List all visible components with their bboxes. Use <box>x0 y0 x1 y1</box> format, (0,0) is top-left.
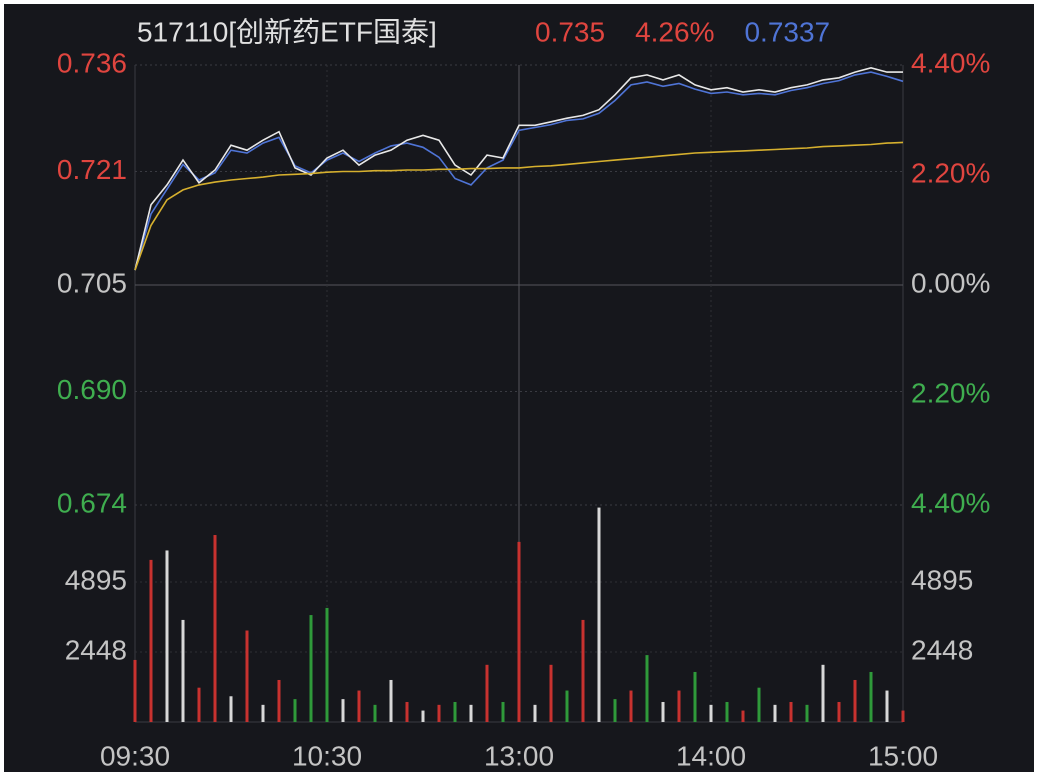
volume-bar <box>197 687 201 722</box>
volume-bar <box>277 679 281 722</box>
price-line <box>134 66 903 271</box>
volume-bar <box>309 615 313 722</box>
y2-tick-label: 4.40% <box>911 487 990 518</box>
price-line <box>134 141 904 271</box>
volume-tick-label: 4895 <box>65 564 127 595</box>
volume-bar <box>565 690 569 722</box>
volume-bar <box>837 701 841 722</box>
volume-bar <box>357 690 361 722</box>
y-tick-label: 0.690 <box>57 374 127 405</box>
volume-bar <box>165 550 169 722</box>
volume-bar <box>853 679 857 722</box>
volume-bar <box>181 619 185 722</box>
volume-bar <box>485 664 489 722</box>
volume-bar <box>501 701 505 722</box>
volume-bar <box>533 704 537 722</box>
volume-bar <box>437 704 441 722</box>
volume-bar <box>261 704 265 722</box>
volume-bar <box>773 704 777 722</box>
volume-bar <box>709 704 713 722</box>
price-line <box>134 71 904 271</box>
volume-bar <box>517 541 521 722</box>
volume-bar <box>149 559 153 722</box>
x-tick-label: 09:30 <box>100 740 170 771</box>
x-tick-label: 14:00 <box>676 740 746 771</box>
y-tick-label: 0.674 <box>57 487 127 518</box>
volume-bar <box>389 679 393 722</box>
y2-tick-label: 2.20% <box>911 157 990 188</box>
volume-bar <box>549 664 553 722</box>
volume-bar <box>245 630 249 722</box>
volume-bar <box>613 699 617 722</box>
volume-bar <box>325 607 329 722</box>
volume-tick-label: 4895 <box>911 564 973 595</box>
volume-bar <box>421 710 425 722</box>
y-tick-label: 0.705 <box>57 267 127 298</box>
volume-bar <box>229 696 233 722</box>
x-tick-label: 15:00 <box>868 740 938 771</box>
volume-bar <box>661 701 665 722</box>
volume-bar <box>293 699 297 722</box>
volume-bar <box>597 507 601 722</box>
quote-value: 0.735 <box>535 16 605 47</box>
y2-tick-label: 2.20% <box>911 377 990 408</box>
volume-bar <box>805 704 809 722</box>
volume-bar <box>133 659 137 722</box>
x-tick-label: 13:00 <box>484 740 554 771</box>
quote-value: 4.26% <box>635 16 714 47</box>
volume-bar <box>453 701 457 722</box>
volume-bar <box>677 690 681 722</box>
volume-bar <box>341 699 345 722</box>
volume-bar <box>469 704 473 722</box>
y2-tick-label: 4.40% <box>911 47 990 78</box>
volume-bar <box>693 671 697 722</box>
volume-bar <box>629 690 633 722</box>
volume-tick-label: 2448 <box>911 634 973 665</box>
volume-bar <box>405 701 409 722</box>
volume-bar <box>581 619 585 722</box>
quote-value: 0.7337 <box>744 16 830 47</box>
volume-bar <box>373 704 377 722</box>
volume-bar <box>725 701 729 722</box>
volume-bar <box>789 701 793 722</box>
volume-bar <box>885 690 889 722</box>
volume-bar <box>213 535 217 722</box>
y-tick-label: 0.721 <box>57 154 127 185</box>
volume-bar <box>645 655 649 722</box>
y-tick-label: 0.736 <box>57 47 127 78</box>
x-tick-label: 10:30 <box>292 740 362 771</box>
volume-bar <box>869 671 873 722</box>
chart-title: 517110[创新药ETF国泰] <box>137 16 437 47</box>
volume-bar <box>741 710 745 722</box>
volume-bar <box>821 664 825 722</box>
y2-tick-label: 0.00% <box>911 267 990 298</box>
volume-bar <box>901 710 905 722</box>
volume-tick-label: 2448 <box>65 634 127 665</box>
volume-bar <box>757 687 761 722</box>
